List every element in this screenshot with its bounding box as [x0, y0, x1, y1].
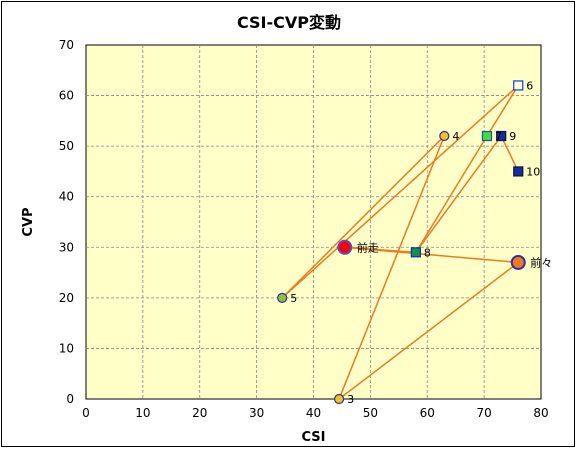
chart-title: CSI-CVP変動 [237, 13, 341, 32]
point-label-8: 8 [424, 246, 431, 259]
trajectory-segment [344, 246, 416, 254]
trajectory-segment [281, 84, 519, 299]
point-marker-前走 [337, 239, 353, 255]
trajectory-segment [486, 85, 519, 137]
point-marker-9 [496, 130, 507, 142]
x-tick-label: 20 [192, 406, 207, 420]
trajectory-segment [338, 261, 519, 400]
y-axis-title: CVP [21, 207, 36, 236]
grid [86, 45, 541, 399]
point-marker-7 [481, 130, 493, 142]
trajectory-segment [415, 135, 488, 253]
point-marker-3 [333, 393, 345, 405]
y-tick-label: 70 [59, 38, 74, 52]
y-tick-label: 10 [59, 341, 74, 355]
x-tick-label: 10 [135, 406, 150, 420]
data-points [277, 80, 526, 405]
x-tick-label: 0 [82, 406, 90, 420]
x-tick-label: 50 [363, 406, 378, 420]
trajectory-segment [338, 135, 446, 400]
trajectory-segment [281, 135, 445, 299]
point-label-9: 9 [509, 130, 516, 143]
point-label-6: 6 [526, 79, 533, 92]
x-tick-label: 40 [306, 406, 321, 420]
x-tick-label: 80 [533, 406, 548, 420]
x-tick-label: 70 [476, 406, 491, 420]
y-tick-label: 40 [59, 190, 74, 204]
point-marker-10 [513, 166, 524, 177]
y-tick-label: 50 [59, 139, 74, 153]
csi-cvp-chart: CSI-CVP変動 0 10 20 30 40 50 60 70 80 0 10 20 30 40 50 60… [21, 13, 552, 445]
y-tick-label: 30 [59, 240, 74, 254]
chart-frame: CSI-CVP変動 0 10 20 30 40 50 60 70 80 0 10 20 30 40 50 60… [1, 1, 575, 447]
point-marker-前々 [510, 254, 526, 270]
x-tick-label: 30 [249, 406, 264, 420]
point-label-前走: 前走 [357, 240, 379, 254]
y-tick-label: 60 [59, 89, 74, 103]
point-marker-5 [277, 292, 288, 303]
tick-labels: 0 10 20 30 40 50 60 70 80 0 10 20 30 40 50 60 70 [59, 38, 549, 420]
point-label-5: 5 [290, 292, 297, 305]
point-marker-6 [513, 80, 524, 91]
point-label-4: 4 [452, 130, 459, 143]
x-axis-title: CSI [302, 430, 326, 445]
y-tick-label: 0 [66, 392, 74, 406]
point-marker-4 [439, 130, 450, 142]
point-label-前々: 前々 [530, 255, 552, 269]
point-label-7: 7 [495, 130, 502, 143]
trajectory-segment [500, 135, 519, 172]
point-marker-8 [410, 247, 421, 258]
point-label-10: 10 [526, 165, 540, 178]
point-label-3: 3 [347, 393, 354, 406]
trajectory-segment [415, 135, 502, 253]
x-tick-label: 60 [420, 406, 435, 420]
y-tick-label: 20 [59, 291, 74, 305]
trajectory-lines [281, 84, 519, 400]
